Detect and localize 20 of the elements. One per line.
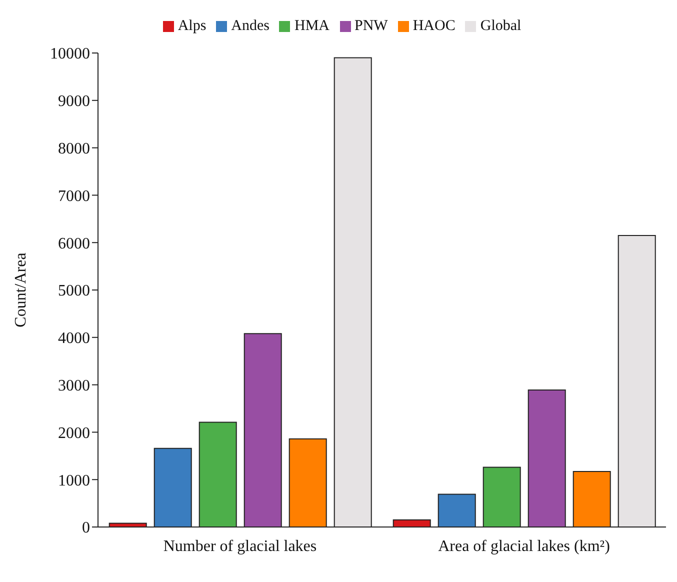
- legend-label: Andes: [231, 18, 270, 34]
- y-tick-label: 5000: [58, 282, 90, 300]
- legend-label: Global: [480, 18, 522, 34]
- x-tick-label: Area of glacial lakes (km²): [438, 538, 610, 555]
- y-tick-label: 7000: [58, 188, 90, 205]
- legend-label: HMA: [294, 18, 330, 34]
- y-tick-label: 9000: [58, 93, 90, 110]
- y-tick-label: 1000: [58, 472, 90, 490]
- x-tick-label: Number of glacial lakes: [163, 538, 317, 555]
- y-axis-title: Count/Area: [12, 252, 30, 328]
- y-tick-label: 10000: [50, 46, 90, 63]
- y-tick-label: 6000: [58, 235, 90, 252]
- y-tick-label: 3000: [58, 377, 90, 394]
- legend-label: Alps: [178, 18, 206, 34]
- y-tick-label: 8000: [58, 140, 90, 158]
- legend-label: PNW: [354, 18, 388, 34]
- legend-label: HAOC: [412, 18, 456, 34]
- y-tick-label: 4000: [58, 330, 90, 348]
- y-tick-label: 0: [82, 520, 90, 537]
- y-tick-label: 2000: [58, 424, 90, 442]
